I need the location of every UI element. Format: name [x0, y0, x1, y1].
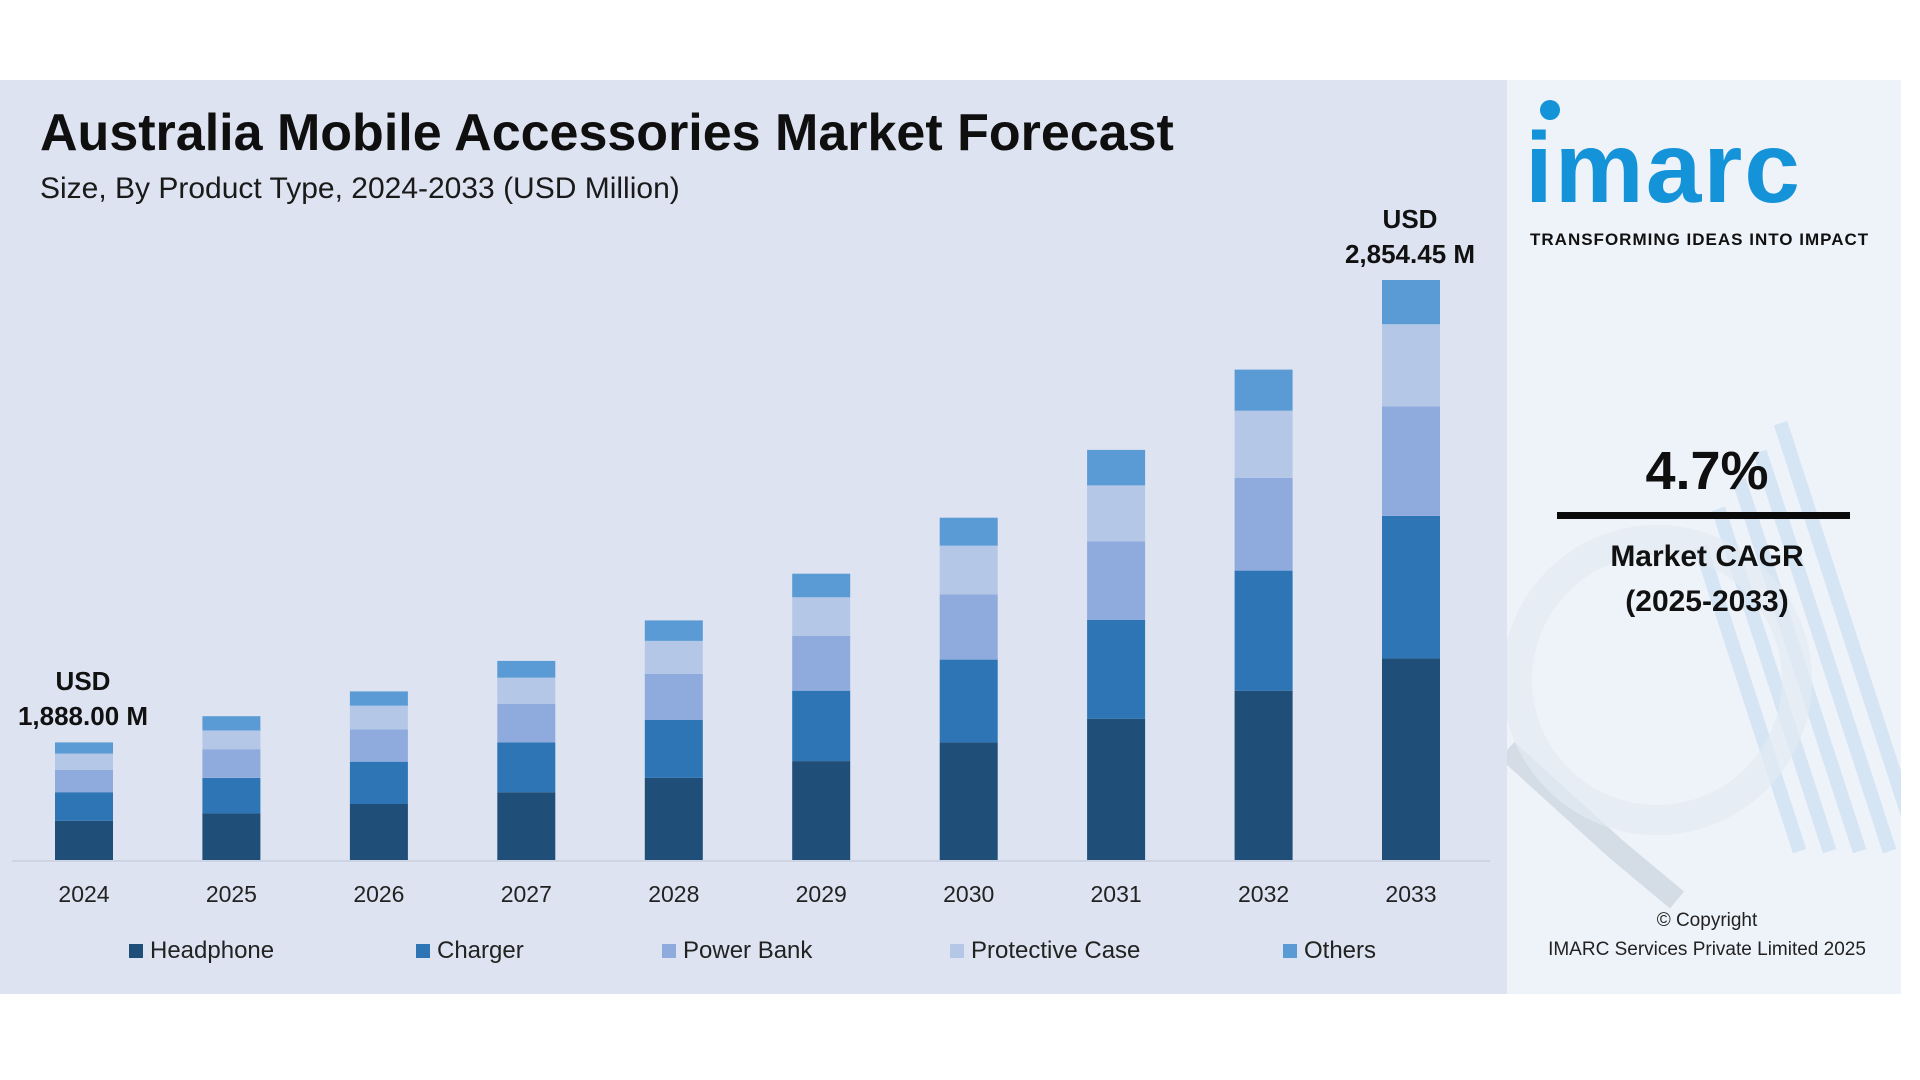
bar-segment-power_bank-2027 [497, 703, 556, 743]
decorative-background-graphic [1507, 421, 1901, 909]
side-panel [1507, 80, 1901, 994]
bar-segment-protective_case-2030 [939, 545, 998, 595]
bar-segment-charger-2028 [644, 720, 703, 778]
bar-segment-protective_case-2033 [1382, 324, 1440, 407]
logo-dot-icon [1540, 100, 1560, 120]
legend-label-headphone: Headphone [150, 937, 275, 964]
annotation-last-line2: 2,854.45 M [1345, 239, 1475, 269]
x-tick-label-2025: 2025 [206, 881, 257, 907]
bar-segment-headphone-2025 [202, 813, 261, 860]
bar-segment-power_bank-2025 [202, 749, 261, 778]
legend-swatch-charger [416, 944, 430, 958]
bar-segment-others-2024 [55, 742, 113, 754]
x-tick-label-2030: 2030 [943, 881, 994, 907]
x-tick-label-2028: 2028 [648, 881, 699, 907]
bar-segment-protective_case-2025 [202, 730, 261, 750]
legend-label-power-bank: Power Bank [683, 937, 813, 964]
legend-label-protective-case: Protective Case [971, 937, 1141, 964]
bar-segment-headphone-2027 [497, 792, 556, 860]
bar-segment-protective_case-2031 [1087, 485, 1146, 542]
bar-segment-others-2029 [792, 573, 851, 598]
bar-segment-protective_case-2029 [792, 597, 851, 636]
x-tick-label-2031: 2031 [1091, 881, 1142, 907]
bar-segment-power_bank-2032 [1234, 477, 1293, 571]
bar-segment-protective_case-2032 [1234, 410, 1293, 478]
chart-legend: Headphone Charger Power Bank Protective … [0, 937, 1507, 967]
bar-segment-headphone-2031 [1087, 718, 1146, 860]
bar-segment-charger-2027 [497, 742, 556, 793]
legend-item-charger: Charger [416, 937, 524, 965]
company-name: IMARC Services Private Limited 2025 [1548, 939, 1866, 960]
bar-segment-others-2032 [1234, 369, 1293, 411]
bar-segment-others-2025 [202, 716, 261, 731]
bar-segment-charger-2030 [939, 659, 998, 743]
bar-segment-charger-2032 [1234, 570, 1293, 691]
bar-segment-others-2027 [497, 660, 556, 678]
bar-segment-power_bank-2029 [792, 636, 851, 691]
bar-segment-others-2030 [939, 517, 998, 546]
x-tick-label-2032: 2032 [1238, 881, 1289, 907]
bar-segment-charger-2026 [349, 761, 408, 804]
annotation-first-line1: USD [56, 666, 111, 696]
x-tick-label-2033: 2033 [1385, 881, 1436, 907]
bar-segment-protective_case-2026 [349, 705, 408, 730]
bar-segment-headphone-2024 [55, 820, 113, 860]
x-tick-label-2026: 2026 [353, 881, 404, 907]
bar-segment-others-2028 [644, 620, 703, 641]
legend-item-others: Others [1283, 937, 1376, 965]
chart-title: Australia Mobile Accessories Market Fore… [40, 104, 1174, 162]
x-tick-label-2029: 2029 [796, 881, 847, 907]
legend-swatch-protective-case [950, 944, 964, 958]
bar-segment-headphone-2026 [349, 804, 408, 860]
bar-segment-headphone-2032 [1234, 690, 1293, 860]
x-tick-label-2024: 2024 [58, 881, 109, 907]
legend-swatch-headphone [129, 944, 143, 958]
stacked-bar-chart: 2024 2025 2026 2027 2028 2029 2030 2031 2032 2033… [12, 204, 1490, 907]
bar-segment-protective_case-2024 [55, 753, 113, 770]
logo-tagline: TRANSFORMING IDEAS INTO IMPACT [1530, 230, 1870, 249]
cagr-period: (2025-2033) [1625, 585, 1789, 618]
bar-segment-charger-2031 [1087, 619, 1146, 719]
legend-item-headphone: Headphone [129, 937, 274, 965]
bar-segment-charger-2033 [1382, 515, 1440, 659]
logo-wordmark: imarc [1525, 112, 1802, 224]
cagr-label: Market CAGR [1610, 540, 1804, 573]
legend-swatch-power-bank [662, 944, 676, 958]
legend-item-power-bank: Power Bank [662, 937, 812, 965]
bar-segment-headphone-2029 [792, 761, 851, 860]
bar-segment-others-2026 [349, 691, 408, 706]
copyright-notice: © Copyright [1656, 910, 1758, 931]
annotation-first-line2: 1,888.00 M [18, 701, 148, 731]
bar-segment-power_bank-2033 [1382, 406, 1440, 516]
imarc-logo: imarc TRANSFORMING IDEAS INTO IMPACT [1525, 100, 1895, 260]
annotation-last-line1: USD [1383, 204, 1438, 234]
legend-swatch-others [1283, 944, 1297, 958]
chart-subtitle: Size, By Product Type, 2024-2033 (USD Mi… [40, 172, 680, 205]
x-tick-labels: 2024 2025 2026 2027 2028 2029 2030 2031 2032 2033 [58, 881, 1436, 907]
bar-segment-others-2031 [1087, 449, 1146, 486]
bar-segment-protective_case-2027 [497, 677, 556, 704]
bar-segment-power_bank-2028 [644, 673, 703, 720]
bar-segment-others-2033 [1382, 280, 1440, 325]
bar-segment-power_bank-2026 [349, 729, 408, 762]
bar-segment-charger-2025 [202, 777, 261, 814]
bar-segment-power_bank-2031 [1087, 541, 1146, 620]
legend-item-protective-case: Protective Case [950, 937, 1140, 965]
bars-group [55, 280, 1440, 860]
bar-segment-charger-2029 [792, 690, 851, 761]
legend-label-charger: Charger [437, 937, 524, 964]
bar-segment-charger-2024 [55, 792, 113, 821]
bar-segment-protective_case-2028 [644, 640, 703, 674]
x-tick-label-2027: 2027 [501, 881, 552, 907]
bar-segment-power_bank-2030 [939, 594, 998, 660]
bar-segment-headphone-2030 [939, 742, 998, 860]
bar-segment-power_bank-2024 [55, 769, 113, 793]
cagr-divider [1557, 512, 1850, 519]
cagr-value: 4.7% [1645, 441, 1769, 501]
bar-segment-headphone-2033 [1382, 658, 1440, 860]
bar-segment-headphone-2028 [644, 777, 703, 860]
legend-label-others: Others [1304, 937, 1377, 964]
